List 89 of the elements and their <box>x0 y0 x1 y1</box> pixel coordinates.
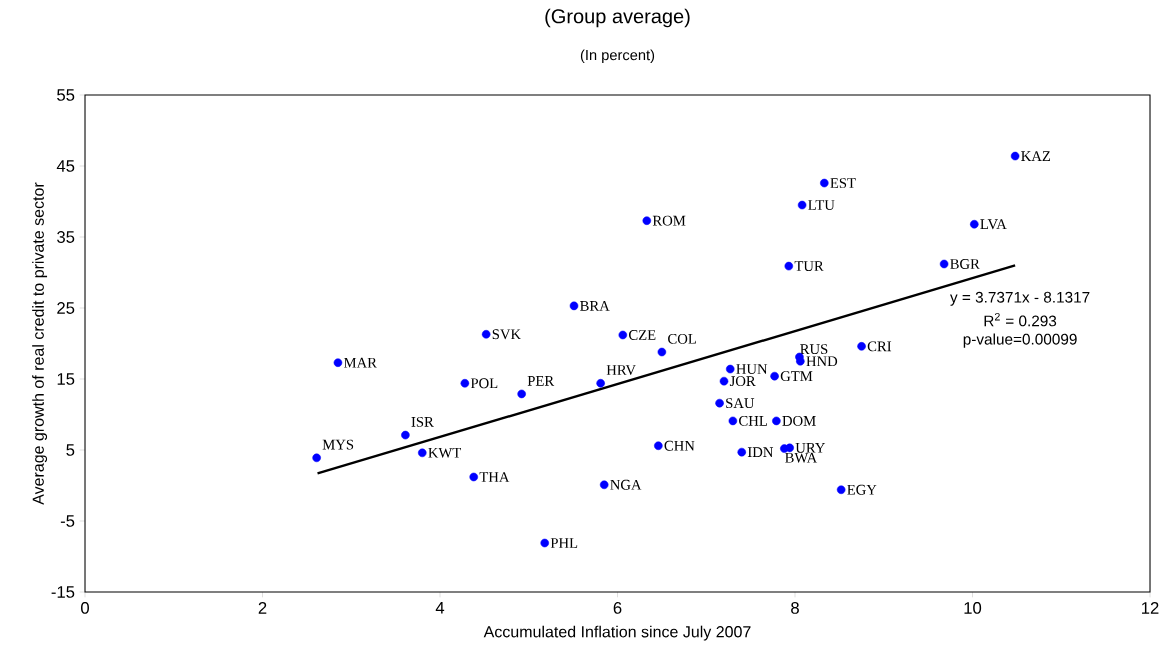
annotation: HUN <box>736 364 768 374</box>
point <box>970 219 979 229</box>
point <box>654 441 663 451</box>
point <box>569 301 579 311</box>
annotation: KWT <box>428 447 462 458</box>
point <box>857 342 866 351</box>
x-tick-label: 0 <box>81 602 89 614</box>
point <box>770 371 779 381</box>
annotation: LTU <box>808 200 835 210</box>
annotation: y = 3.7371x - 8.1317 <box>950 291 1090 306</box>
y-tick-label: 55 <box>57 89 75 101</box>
point <box>797 200 807 210</box>
y-tick-label: -5 <box>60 515 75 527</box>
annotation: CHN <box>664 440 695 451</box>
point <box>618 330 628 340</box>
annotation: GTM <box>780 371 813 382</box>
point <box>1010 151 1020 161</box>
annotation: MAR <box>343 357 377 368</box>
point <box>784 261 794 271</box>
annotation: EST <box>830 178 856 188</box>
point <box>596 379 605 388</box>
point <box>780 444 789 453</box>
x-tick-label: 4 <box>435 602 445 614</box>
annotation: p-value=0.00099 <box>963 333 1077 348</box>
chart-subtitle: (In percent) <box>580 49 655 64</box>
y-tick-label: 25 <box>57 302 75 314</box>
annotation: IDN <box>747 447 774 457</box>
point <box>657 347 667 357</box>
annotation: EGY <box>847 484 877 495</box>
y-tick-label: 45 <box>56 160 75 172</box>
annotation: R$^{2}$ = 0.293 <box>984 312 1057 327</box>
point <box>401 430 410 440</box>
chart-title: (Group average) <box>545 8 690 28</box>
annotation: CHL <box>739 415 767 426</box>
annotation: MYS <box>322 439 354 450</box>
annotation: CRI <box>867 341 892 352</box>
point <box>333 358 343 367</box>
point <box>481 330 491 339</box>
point <box>820 178 829 188</box>
y-tick-label: 5 <box>66 444 75 456</box>
x-tick-label: 8 <box>791 602 799 614</box>
annotation: BGR <box>950 259 980 269</box>
annotation: KAZ <box>1021 151 1051 161</box>
point <box>642 216 652 225</box>
annotation: DOM <box>782 415 816 426</box>
point <box>728 416 738 426</box>
point <box>517 389 526 399</box>
point <box>725 364 735 374</box>
y-tick-label: 15 <box>57 373 75 385</box>
x-axis-title: Accumulated Inflation since July 2007 <box>483 625 751 641</box>
y-tick-label: -15 <box>51 586 75 598</box>
x-tick-label: 6 <box>613 602 622 614</box>
annotation: BWA <box>785 452 818 463</box>
point <box>540 538 550 548</box>
annotation: LVA <box>980 219 1007 230</box>
annotation: HRV <box>606 365 636 376</box>
annotation: URY <box>795 443 826 453</box>
annotation: THA <box>479 472 510 482</box>
annotation: PER <box>527 376 555 386</box>
point <box>715 398 724 408</box>
point <box>312 453 321 463</box>
annotation: COL <box>668 333 696 344</box>
annotation: ROM <box>652 215 686 226</box>
y-axis-title: Average growth of real credit to private sector <box>32 182 48 505</box>
annotation: ISR <box>411 416 434 427</box>
point <box>737 447 747 457</box>
point <box>469 472 479 482</box>
x-tick-label: 2 <box>258 602 267 614</box>
point <box>939 259 949 269</box>
annotation: POL <box>470 378 498 389</box>
annotation: SVK <box>492 329 521 340</box>
annotation: NGA <box>610 479 642 490</box>
point <box>836 485 846 495</box>
annotation: TUR <box>794 261 824 271</box>
annotation: RUS <box>800 344 828 355</box>
point <box>460 379 470 388</box>
annotation: SAU <box>726 398 755 409</box>
point <box>417 448 427 458</box>
x-tick-label: 10 <box>964 602 982 614</box>
y-tick-label: 35 <box>57 231 75 243</box>
annotation: HND <box>806 356 838 367</box>
annotation: PHL <box>550 538 578 548</box>
annotation: JOR <box>729 376 756 387</box>
x-tick-label: 12 <box>1142 602 1159 614</box>
point <box>599 480 609 490</box>
point <box>772 416 781 426</box>
annotation: BRA <box>580 301 610 311</box>
point <box>719 376 729 386</box>
annotation: CZE <box>629 330 656 340</box>
